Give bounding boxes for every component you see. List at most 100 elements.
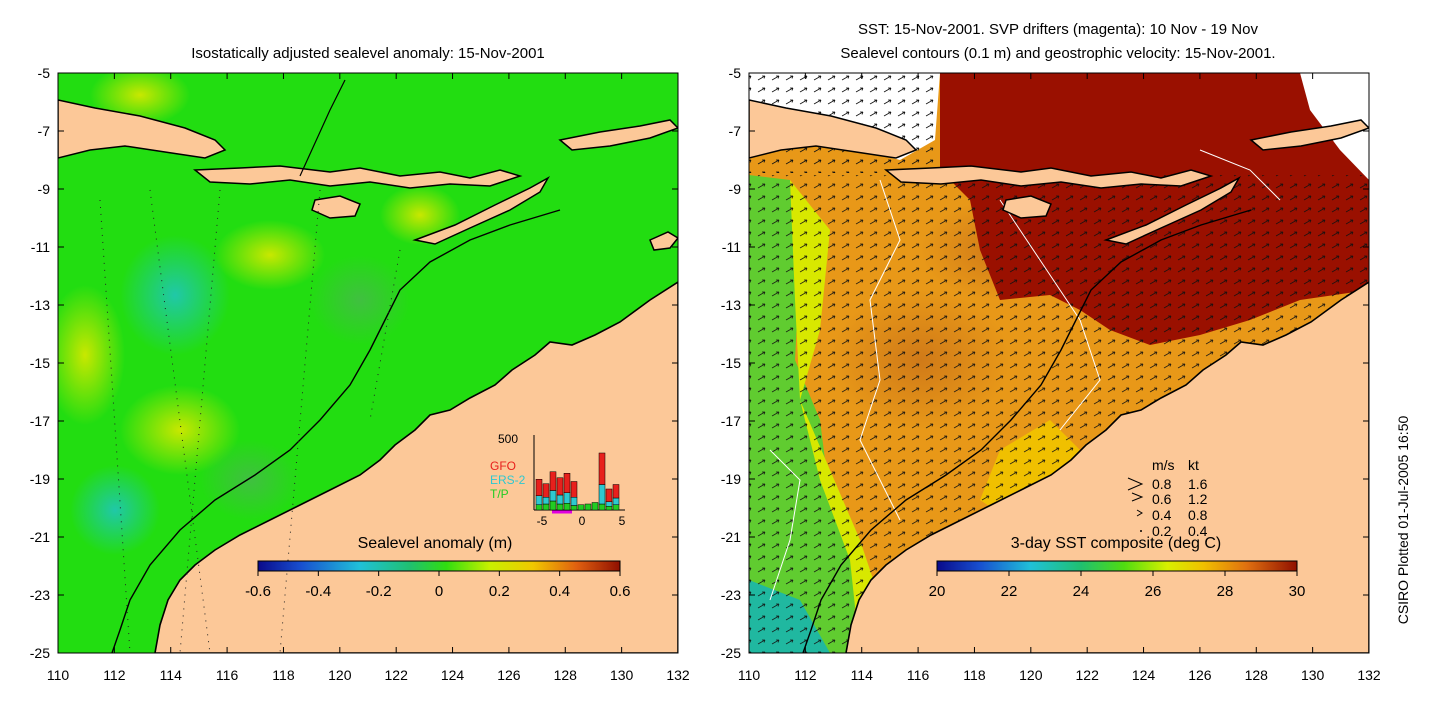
sealevel-contour <box>769 449 801 601</box>
java-island <box>749 99 918 159</box>
right-lat-tick-label: -7 <box>729 123 742 139</box>
bathymetry-contour <box>802 209 1252 653</box>
velocity-legend-header-ms: m/s <box>1152 457 1175 473</box>
inset-bar <box>598 484 606 505</box>
left-lat-tick-label: -7 <box>38 123 51 139</box>
inset-bar <box>605 506 613 511</box>
right-lon-tick-label: 112 <box>794 667 817 683</box>
left-lat-tick-label: -9 <box>38 181 51 197</box>
left-lon-tick-label: 114 <box>160 667 183 683</box>
velocity-legend-header-kt: kt <box>1188 457 1199 473</box>
inset-legend-ers2: ERS-2 <box>490 473 526 487</box>
inset-bar <box>535 504 543 511</box>
left-title: Isostatically adjusted sealevel anomaly:… <box>191 45 545 62</box>
velocity-legend-arrow <box>1131 492 1144 502</box>
inset-xtick: 0 <box>579 514 586 528</box>
inset-bar <box>535 495 543 505</box>
inset-bar <box>605 501 613 507</box>
left-lon-tick-label: 116 <box>216 667 239 683</box>
inset-bar <box>584 503 592 511</box>
left-lat-tick-label: -19 <box>30 471 50 487</box>
inset-bar <box>556 503 564 511</box>
velocity-legend-arrow <box>1127 477 1144 491</box>
right-lon-tick-label: 120 <box>1019 667 1043 683</box>
left-lon-tick-label: 132 <box>666 667 690 683</box>
left-lat-tick-label: -11 <box>31 239 50 255</box>
right-lat-tick-label: -13 <box>721 297 741 313</box>
sla-blob <box>215 220 325 290</box>
left-colorbar-tick-label: 0.2 <box>489 583 510 600</box>
left-colorbar-tick-label: 0.6 <box>610 583 631 600</box>
sla-blob <box>70 465 160 555</box>
right-lon-tick-label: 114 <box>851 667 874 683</box>
inset-bar <box>577 504 585 511</box>
inset-bar <box>591 502 599 511</box>
inset-bar <box>563 492 571 504</box>
left-colorbar-tick-label: 0.4 <box>549 583 570 600</box>
timor-island <box>412 176 550 245</box>
sealevel-contour <box>859 179 901 521</box>
altimeter-inset: 500 GFO ERS-2 T/P -5 0 5 <box>490 432 626 528</box>
right-map <box>749 73 1369 653</box>
left-lon-tick-label: 122 <box>385 667 409 683</box>
velocity-legend-arrow <box>1140 530 1142 532</box>
right-lat-tick-label: -5 <box>729 65 742 81</box>
ground-track <box>279 189 321 653</box>
bathymetry-contour <box>299 79 346 177</box>
left-lat-tick-label: -13 <box>30 297 50 313</box>
lesser-sunda-islands <box>192 165 523 189</box>
velocity-legend-kt: 0.4 <box>1188 523 1208 539</box>
left-lon-tick-label: 126 <box>497 667 521 683</box>
sealevel-contour <box>1199 149 1281 201</box>
australia-landmass <box>154 281 678 653</box>
sla-blob <box>120 385 240 475</box>
inset-xtick: 5 <box>619 514 626 528</box>
sla-blob <box>58 285 125 425</box>
small-island <box>558 119 678 151</box>
sla-blob <box>120 235 230 355</box>
right-colorbar: 3-day SST composite (deg C) 20 22 24 26 28 30 <box>929 535 1306 600</box>
inset-bar <box>605 488 613 502</box>
right-lat-tick-label: -21 <box>721 529 741 545</box>
inset-bar <box>542 497 550 505</box>
velocity-legend-ms: 0.8 <box>1152 476 1172 492</box>
velocity-legend-kt: 1.6 <box>1188 476 1208 492</box>
inset-bar <box>570 481 578 498</box>
right-colorbar-label: 3-day SST composite (deg C) <box>1011 535 1221 552</box>
right-lon-tick-label: 118 <box>963 667 986 683</box>
inset-bar <box>542 483 550 498</box>
right-colorbar-tick-label: 26 <box>1145 583 1162 600</box>
sumba-island <box>311 195 361 219</box>
left-colorbar-tick-label: 0 <box>435 583 443 600</box>
inset-legend-gfo: GFO <box>490 459 516 473</box>
inset-bar <box>612 484 620 499</box>
ground-track <box>179 189 221 653</box>
inset-bar <box>598 503 606 511</box>
left-lon-tick-label: 120 <box>328 667 352 683</box>
left-lon-tick-label: 118 <box>272 667 295 683</box>
inset-ymax-label: 500 <box>498 432 518 446</box>
right-lon-tick-label: 122 <box>1076 667 1100 683</box>
left-lat-tick-label: -15 <box>30 355 50 371</box>
right-lon-tick-label: 132 <box>1357 667 1381 683</box>
left-lat-tick-label: -23 <box>30 587 50 603</box>
timor-island <box>1103 176 1241 245</box>
right-lat-tick-label: -25 <box>721 645 741 661</box>
right-lon-tick-label: 110 <box>738 667 761 683</box>
right-lat-tick-label: -19 <box>721 471 741 487</box>
right-lat-tick-label: -9 <box>729 181 742 197</box>
sealevel-contour <box>999 199 1101 431</box>
left-lon-tick-label: 110 <box>47 667 70 683</box>
sla-blob <box>200 440 300 520</box>
lesser-sunda-islands <box>883 165 1214 189</box>
left-colorbar-tick-label: -0.6 <box>245 583 271 600</box>
sla-blob <box>310 255 410 345</box>
right-colorbar-tick-label: 24 <box>1073 583 1090 600</box>
right-title-line2: Sealevel contours (0.1 m) and geostrophi… <box>840 45 1275 62</box>
velocity-legend-kt: 1.2 <box>1188 491 1208 507</box>
right-title-line1: SST: 15-Nov-2001. SVP drifters (magenta)… <box>858 21 1258 38</box>
right-lon-tick-label: 116 <box>907 667 930 683</box>
right-lon-tick-label: 130 <box>1301 667 1325 683</box>
plot-credit: CSIRO Plotted 01-Jul-2005 16:50 <box>1395 416 1411 625</box>
